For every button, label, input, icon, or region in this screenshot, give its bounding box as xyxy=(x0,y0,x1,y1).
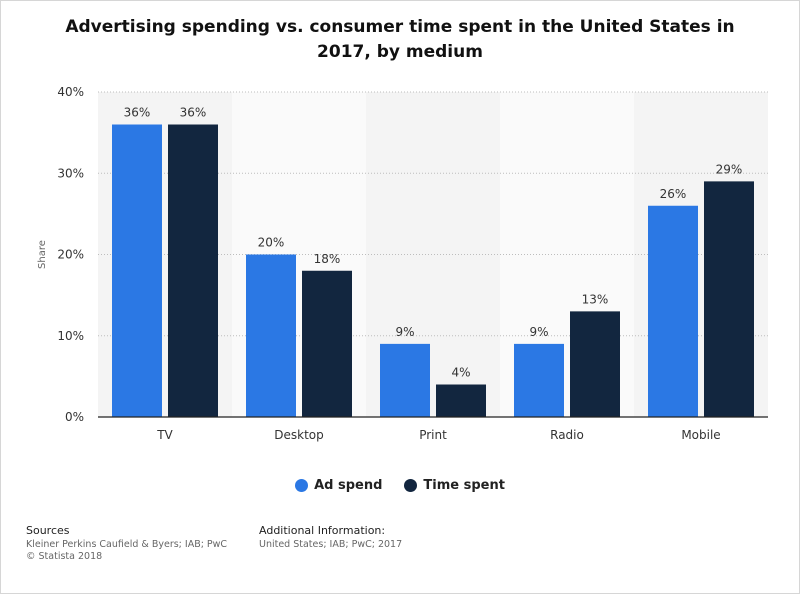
y-tick-label: 20% xyxy=(57,248,84,262)
sources-block: Sources Kleiner Perkins Caufield & Byers… xyxy=(26,524,228,564)
data-label-time-spent-tv: 36% xyxy=(180,106,207,120)
y-axis-label: Share xyxy=(37,240,48,269)
bar-time-spent-mobile xyxy=(704,181,754,417)
data-label-ad-spend-print: 9% xyxy=(395,325,414,339)
data-label-time-spent-radio: 13% xyxy=(582,292,609,306)
y-tick-label: 10% xyxy=(57,329,84,343)
sources-heading: Sources xyxy=(26,524,70,537)
bar-ad-spend-tv xyxy=(112,124,162,417)
y-tick-label: 0% xyxy=(65,410,84,424)
x-tick-label-radio: Radio xyxy=(550,428,584,442)
bar-ad-spend-mobile xyxy=(648,205,698,417)
chart-title: Advertising spending vs. consumer time s… xyxy=(65,17,735,62)
bar-ad-spend-desktop xyxy=(246,254,296,417)
legend-swatch-time-spent xyxy=(404,479,418,492)
bar-ad-spend-radio xyxy=(514,343,564,417)
bar-time-spent-radio xyxy=(570,311,620,417)
x-tick-label-print: Print xyxy=(419,428,447,442)
legend-label-time-spent: Time spent xyxy=(423,478,505,493)
data-label-time-spent-mobile: 29% xyxy=(716,162,743,176)
legend-item-time-spent[interactable]: Time spent xyxy=(404,478,505,493)
copyright-text: © Statista 2018 xyxy=(26,551,103,562)
additional-info-block: Additional Information: United States; I… xyxy=(259,524,403,551)
y-tick-label: 40% xyxy=(57,85,84,99)
data-label-ad-spend-mobile: 26% xyxy=(660,187,687,201)
x-tick-label-mobile: Mobile xyxy=(681,428,720,442)
y-tick-label: 30% xyxy=(57,166,84,180)
legend-label-ad-spend: Ad spend xyxy=(314,478,383,493)
bar-time-spent-desktop xyxy=(302,270,352,417)
bar-time-spent-print xyxy=(436,384,486,417)
data-label-time-spent-print: 4% xyxy=(451,366,470,380)
additional-info-text: United States; IAB; PwC; 2017 xyxy=(259,538,403,550)
bar-ad-spend-print xyxy=(380,343,430,417)
x-tick-label-desktop: Desktop xyxy=(274,428,324,442)
additional-info-heading: Additional Information: xyxy=(259,524,386,537)
bar-chart: 0% 10% 20% 30% 40% Share 36% 36% TV 20% 18% Desktop… xyxy=(37,85,768,442)
legend: Ad spend Time spent xyxy=(0,478,800,493)
x-tick-label-tv: TV xyxy=(156,428,173,442)
legend-item-ad-spend[interactable]: Ad spend xyxy=(295,478,382,493)
legend-swatch-ad-spend xyxy=(295,479,309,492)
data-label-ad-spend-tv: 36% xyxy=(124,106,151,120)
data-label-ad-spend-radio: 9% xyxy=(529,325,548,339)
bar-time-spent-tv xyxy=(168,124,218,417)
sources-text: Kleiner Perkins Caufield & Byers; IAB; P… xyxy=(26,538,228,550)
data-label-ad-spend-desktop: 20% xyxy=(258,236,285,250)
data-label-time-spent-desktop: 18% xyxy=(314,252,341,266)
